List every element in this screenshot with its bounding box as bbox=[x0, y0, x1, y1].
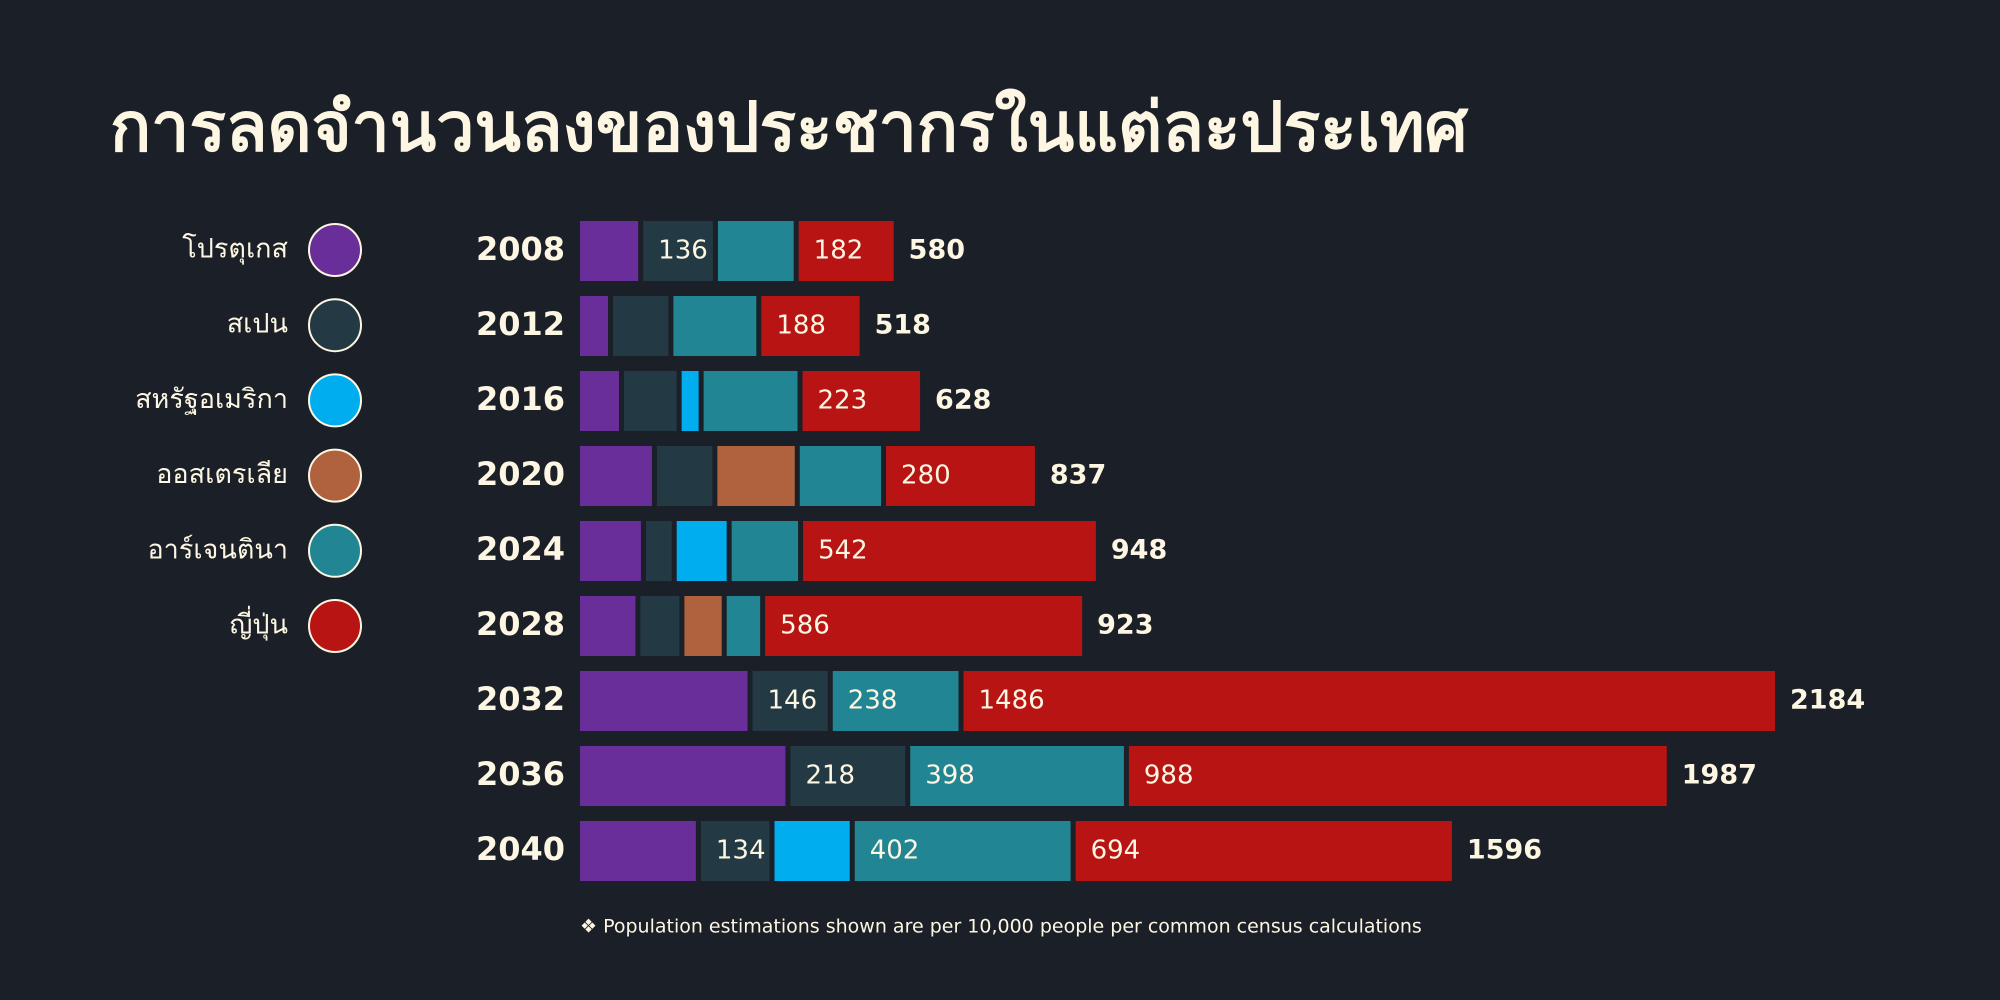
value-label: 1486 bbox=[979, 686, 1045, 716]
total-label: 580 bbox=[909, 235, 965, 266]
bar-segment bbox=[717, 446, 795, 506]
bar-segment bbox=[640, 596, 680, 656]
bar-segment bbox=[580, 596, 636, 656]
bar-segment bbox=[612, 296, 669, 356]
bar-segment bbox=[580, 446, 652, 506]
bar-segment bbox=[802, 371, 921, 431]
legend-swatch bbox=[308, 448, 362, 503]
total-label: 628 bbox=[935, 385, 991, 416]
bar-segment bbox=[676, 521, 727, 581]
legend-label: โปรตุเกส bbox=[182, 234, 288, 266]
bar-segment bbox=[910, 746, 1124, 806]
legend-label: ออสเตรเลีย bbox=[156, 459, 288, 490]
bar-segment bbox=[580, 746, 786, 806]
legend-swatch bbox=[308, 373, 362, 428]
legend-swatch bbox=[308, 298, 362, 353]
value-label: 402 bbox=[870, 836, 920, 866]
bar-segment bbox=[580, 671, 748, 731]
value-label: 188 bbox=[776, 311, 826, 341]
legend-swatch bbox=[308, 599, 362, 653]
legend-label: ญี่ปุ่น bbox=[229, 606, 288, 642]
bar-segment bbox=[832, 671, 959, 731]
bar-segment bbox=[673, 296, 757, 356]
bar-segment bbox=[1128, 746, 1667, 806]
y-tick-label: 2040 bbox=[476, 830, 565, 868]
bar-segment bbox=[726, 596, 761, 656]
chart-title: การลดจำนวนลงของประชากรในแต่ละประเทศ bbox=[110, 88, 1469, 168]
bar-segment bbox=[717, 221, 794, 281]
value-label: 223 bbox=[818, 386, 868, 416]
y-tick-label: 2028 bbox=[476, 605, 565, 643]
bar-segment bbox=[580, 371, 619, 431]
total-label: 948 bbox=[1111, 535, 1167, 566]
value-label: 182 bbox=[814, 236, 864, 266]
bar-segment bbox=[752, 671, 828, 731]
bar-segment bbox=[681, 371, 699, 431]
y-tick-label: 2008 bbox=[476, 230, 565, 268]
y-tick-label: 2032 bbox=[476, 680, 565, 718]
value-label: 238 bbox=[848, 686, 898, 716]
footnote: ❖ Population estimations shown are per 1… bbox=[580, 916, 1422, 938]
bar-segment bbox=[886, 446, 1035, 506]
bar-segment bbox=[580, 296, 608, 356]
bar-segment bbox=[798, 221, 894, 281]
bar-segment bbox=[1075, 821, 1452, 881]
legend-label: อาร์เจนตินา bbox=[147, 533, 288, 565]
legend-swatch bbox=[308, 223, 362, 277]
bar-segment bbox=[963, 671, 1775, 731]
total-label: 837 bbox=[1050, 460, 1106, 491]
value-label: 146 bbox=[768, 686, 818, 716]
value-label: 586 bbox=[780, 611, 830, 641]
total-label: 2184 bbox=[1790, 685, 1865, 716]
bar-segment bbox=[774, 821, 850, 881]
bar-segment bbox=[700, 821, 770, 881]
total-label: 1987 bbox=[1682, 760, 1757, 791]
y-tick-label: 2020 bbox=[476, 455, 565, 493]
legend-label: สหรัฐอเมริกา bbox=[135, 384, 288, 415]
bar-segment bbox=[643, 221, 713, 281]
bar-segment bbox=[761, 296, 860, 356]
value-label: 988 bbox=[1144, 761, 1194, 791]
y-tick-label: 2016 bbox=[476, 380, 565, 418]
bar-segment bbox=[854, 821, 1071, 881]
bar-segment bbox=[684, 596, 722, 656]
total-label: 1596 bbox=[1467, 835, 1542, 866]
y-tick-label: 2012 bbox=[476, 305, 565, 343]
y-tick-label: 2024 bbox=[476, 530, 565, 568]
total-label: 518 bbox=[875, 310, 931, 341]
value-label: 542 bbox=[818, 536, 868, 566]
bar-segment bbox=[645, 521, 672, 581]
bar-segment bbox=[765, 596, 1083, 656]
bar-segment bbox=[580, 821, 696, 881]
bar-segment bbox=[803, 521, 1096, 581]
value-label: 694 bbox=[1091, 836, 1141, 866]
bar-segment bbox=[580, 221, 639, 281]
value-label: 218 bbox=[805, 761, 855, 791]
y-tick-label: 2036 bbox=[476, 755, 565, 793]
bar-segment bbox=[623, 371, 677, 431]
bar-segment bbox=[799, 446, 882, 506]
bar-segment bbox=[790, 746, 906, 806]
bar-segment bbox=[580, 521, 641, 581]
total-label: 923 bbox=[1097, 610, 1153, 641]
legend-label: สเปน bbox=[227, 309, 288, 340]
value-label: 280 bbox=[901, 461, 951, 491]
bar-segment bbox=[731, 521, 799, 581]
bar-segment bbox=[703, 371, 798, 431]
legend-swatch bbox=[308, 523, 362, 578]
value-label: 398 bbox=[925, 761, 975, 791]
value-label: 134 bbox=[716, 836, 766, 866]
value-label: 136 bbox=[658, 236, 708, 266]
bar-segment bbox=[656, 446, 713, 506]
